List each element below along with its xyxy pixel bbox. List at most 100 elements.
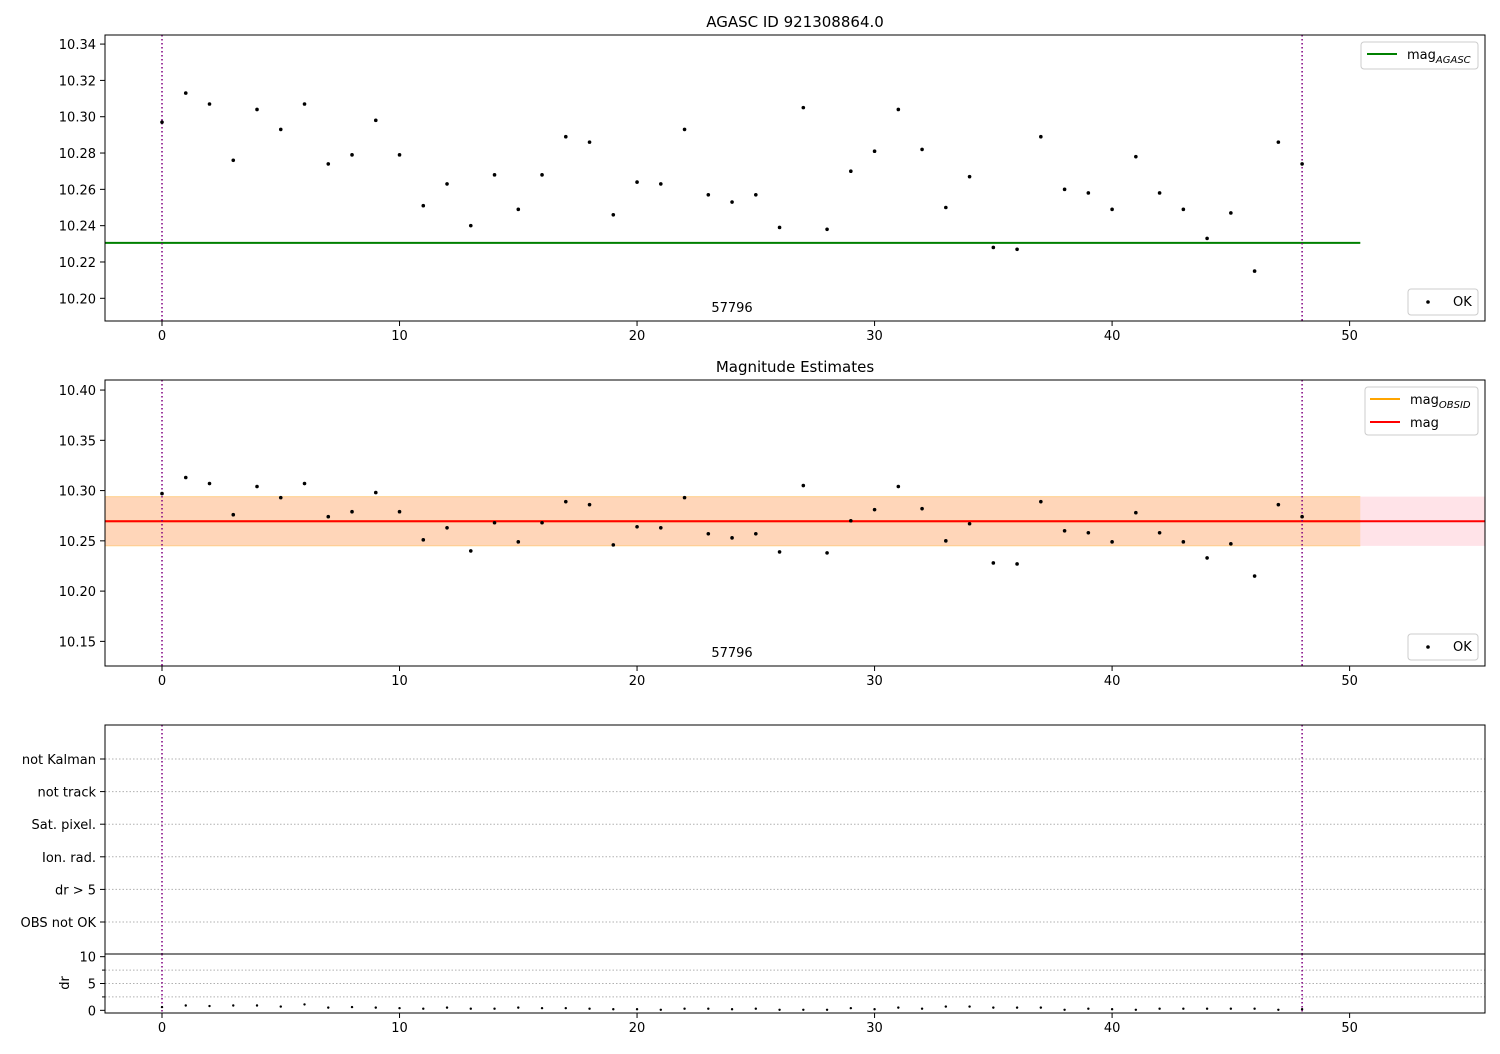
panel1-legend-bottom-box bbox=[1407, 288, 1479, 316]
data-point bbox=[1277, 1008, 1280, 1011]
x-tick-label: 40 bbox=[1104, 329, 1121, 344]
panel3-plot: not Kalman not track Sat. pixel. Ion. rad. d… bbox=[21, 725, 1485, 954]
data-point bbox=[612, 1008, 615, 1011]
data-point bbox=[897, 1006, 900, 1009]
data-point bbox=[1062, 528, 1067, 533]
y-tick-label: 10.28 bbox=[59, 147, 96, 162]
data-point bbox=[1087, 1007, 1090, 1010]
data-point bbox=[1300, 1008, 1304, 1011]
data-point bbox=[327, 1006, 330, 1009]
x-tick-label: 30 bbox=[866, 674, 883, 689]
data-point bbox=[730, 1008, 734, 1011]
data-point bbox=[397, 509, 402, 514]
flag-label: dr > 5 bbox=[55, 883, 96, 898]
panel2-legend-bottom-box bbox=[1407, 633, 1479, 661]
legend-ok-marker bbox=[1426, 300, 1430, 304]
y-tick-label: 10.20 bbox=[59, 585, 96, 600]
data-point bbox=[659, 525, 663, 530]
data-point bbox=[944, 539, 948, 543]
panel2-plot: 0 10 20 30 40 50 10.15 10.20 10.25 10.30 10.35 10.4… bbox=[59, 380, 1485, 689]
data-point bbox=[1300, 514, 1304, 519]
data-point bbox=[896, 484, 901, 489]
data-point bbox=[1158, 1007, 1161, 1010]
panel1-title: AGASC ID 921308864.0 bbox=[706, 13, 884, 31]
data-point bbox=[231, 512, 236, 517]
data-point bbox=[563, 499, 568, 504]
data-point bbox=[516, 207, 521, 212]
legend-ok-marker bbox=[1426, 645, 1430, 649]
data-point bbox=[469, 1007, 472, 1010]
data-point bbox=[849, 518, 853, 523]
data-point bbox=[1181, 540, 1186, 544]
data-point bbox=[611, 543, 616, 547]
data-point bbox=[1110, 1008, 1114, 1011]
data-point bbox=[825, 551, 829, 555]
x-tick-label: 40 bbox=[1104, 674, 1121, 689]
x-tick-label: 0 bbox=[158, 674, 166, 689]
data-point bbox=[1157, 191, 1162, 195]
x-tick-label: 0 bbox=[158, 329, 166, 344]
data-point bbox=[232, 1004, 235, 1007]
flag-label: not Kalman bbox=[22, 753, 96, 768]
data-point bbox=[825, 1008, 829, 1011]
legend-mag-obsid-label: magOBSID bbox=[1410, 393, 1471, 411]
data-point bbox=[160, 491, 164, 496]
x-tick-label: 20 bbox=[629, 1021, 646, 1036]
x-tick-label: 10 bbox=[391, 329, 408, 344]
data-point bbox=[1110, 207, 1114, 212]
y-tick-label: 10.20 bbox=[59, 292, 96, 307]
data-point bbox=[278, 127, 283, 132]
data-point bbox=[944, 205, 948, 210]
data-point bbox=[207, 102, 212, 106]
x-tick-label: 40 bbox=[1104, 1021, 1121, 1036]
y-tick-label: 10.34 bbox=[59, 38, 96, 53]
data-point bbox=[611, 212, 616, 217]
data-point bbox=[801, 105, 806, 110]
data-point bbox=[421, 538, 426, 542]
data-point bbox=[587, 502, 592, 507]
data-point bbox=[279, 1005, 282, 1008]
data-point bbox=[397, 153, 402, 157]
data-point bbox=[1252, 574, 1257, 578]
data-point bbox=[445, 1006, 449, 1009]
data-point bbox=[326, 162, 331, 166]
data-point bbox=[468, 223, 473, 228]
data-point bbox=[303, 1003, 306, 1006]
data-point bbox=[635, 180, 639, 184]
data-point bbox=[920, 1007, 924, 1010]
data-point bbox=[492, 173, 497, 177]
data-point bbox=[754, 1007, 758, 1010]
data-point bbox=[944, 1005, 948, 1008]
data-point bbox=[1276, 502, 1281, 507]
data-point bbox=[255, 484, 259, 489]
data-point bbox=[682, 127, 687, 132]
data-point bbox=[421, 203, 426, 208]
panel2-legend-top: magOBSID mag bbox=[1364, 386, 1479, 436]
data-point bbox=[1015, 562, 1019, 566]
data-point bbox=[1015, 247, 1019, 252]
x-tick-label: 20 bbox=[629, 674, 646, 689]
data-point bbox=[706, 192, 711, 197]
y-tick-label: 10.15 bbox=[59, 635, 96, 650]
legend-ok-label: OK bbox=[1453, 640, 1472, 655]
data-point bbox=[183, 475, 188, 480]
data-point bbox=[1253, 1007, 1256, 1010]
data-point bbox=[920, 506, 924, 511]
data-point bbox=[326, 514, 331, 519]
data-point bbox=[184, 1004, 187, 1007]
panel1-legend-bottom: OK bbox=[1407, 288, 1479, 316]
y-tick-label: 10.40 bbox=[59, 384, 96, 399]
data-point bbox=[635, 524, 639, 529]
data-point bbox=[730, 200, 734, 204]
data-point bbox=[991, 561, 996, 565]
panel2-frame bbox=[104, 379, 1486, 667]
panel4-ylabel: dr bbox=[58, 976, 73, 990]
data-point bbox=[1039, 499, 1043, 504]
data-point bbox=[255, 107, 259, 112]
data-point bbox=[777, 550, 782, 554]
data-point bbox=[207, 481, 212, 486]
data-point bbox=[1062, 187, 1067, 192]
data-point bbox=[706, 532, 711, 536]
data-point bbox=[564, 1006, 567, 1010]
